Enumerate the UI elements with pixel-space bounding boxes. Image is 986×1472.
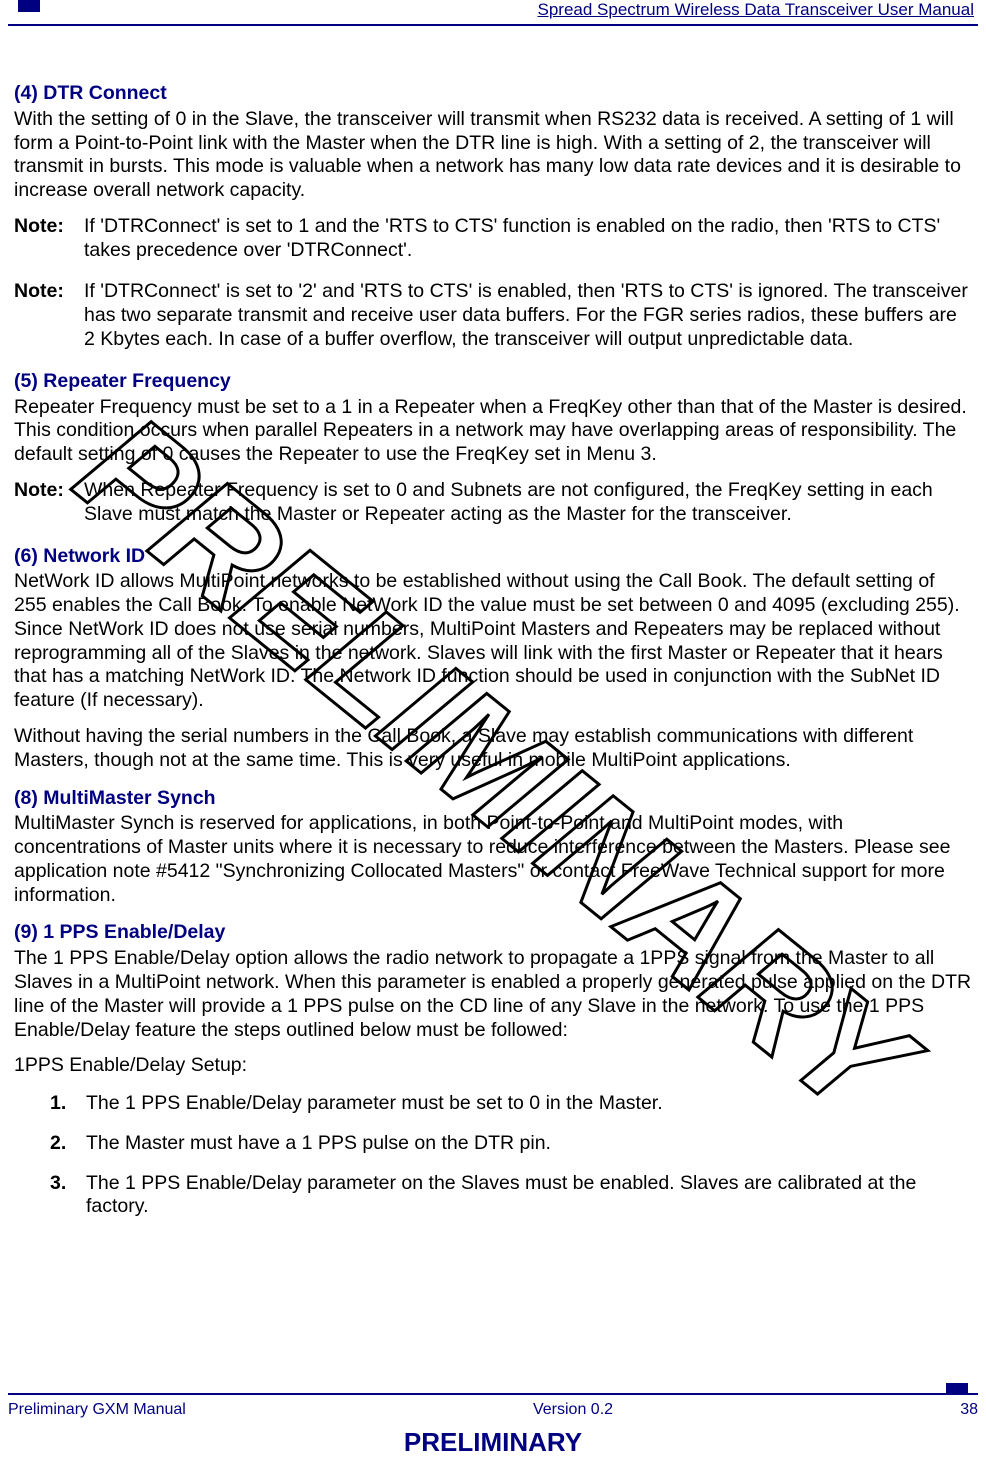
list-body: The Master must have a 1 PPS pulse on th… [86, 1132, 972, 1156]
page-footer: Preliminary GXM Manual Version 0.2 38 PR… [8, 1393, 978, 1458]
section-9-setup-line: 1PPS Enable/Delay Setup: [14, 1054, 972, 1078]
footer-center: Version 0.2 [533, 1401, 613, 1419]
section-9-steps-list: 1. The 1 PPS Enable/Delay parameter must… [50, 1092, 972, 1219]
footer-rule [8, 1393, 978, 1395]
section-5-note: Note: When Repeater Frequency is set to … [14, 479, 972, 527]
note-body: If 'DTRConnect' is set to 1 and the 'RTS… [84, 215, 972, 263]
header-rule [8, 24, 978, 26]
section-5-paragraph: Repeater Frequency must be set to a 1 in… [14, 396, 972, 467]
list-item: 3. The 1 PPS Enable/Delay parameter on t… [50, 1172, 972, 1220]
list-item: 2. The Master must have a 1 PPS pulse on… [50, 1132, 972, 1156]
page-header: Spread Spectrum Wireless Data Transceive… [8, 0, 978, 28]
section-8-heading: (8) MultiMaster Synch [14, 787, 972, 811]
footer-page-number: 38 [960, 1401, 978, 1419]
list-number: 2. [50, 1132, 86, 1156]
footer-row: Preliminary GXM Manual Version 0.2 38 [8, 1401, 978, 1419]
note-label: Note: [14, 215, 84, 263]
header-notch-decoration [18, 0, 40, 12]
section-9-paragraph: The 1 PPS Enable/Delay option allows the… [14, 947, 972, 1042]
section-4-heading: (4) DTR Connect [14, 82, 972, 106]
section-4-note-1: Note: If 'DTRConnect' is set to 1 and th… [14, 215, 972, 263]
list-body: The 1 PPS Enable/Delay parameter on the … [86, 1172, 972, 1220]
page: Spread Spectrum Wireless Data Transceive… [0, 0, 986, 1472]
footer-left: Preliminary GXM Manual [8, 1401, 186, 1419]
list-item: 1. The 1 PPS Enable/Delay parameter must… [50, 1092, 972, 1116]
section-9-heading: (9) 1 PPS Enable/Delay [14, 921, 972, 945]
note-body: If 'DTRConnect' is set to '2' and 'RTS t… [84, 280, 972, 351]
note-label: Note: [14, 479, 84, 527]
section-6-paragraph-2: Without having the serial numbers in the… [14, 725, 972, 773]
footer-preliminary: PRELIMINARY [8, 1427, 978, 1458]
note-label: Note: [14, 280, 84, 351]
list-number: 1. [50, 1092, 86, 1116]
list-body: The 1 PPS Enable/Delay parameter must be… [86, 1092, 972, 1116]
list-number: 3. [50, 1172, 86, 1220]
section-6-heading: (6) Network ID [14, 545, 972, 569]
section-8-paragraph: MultiMaster Synch is reserved for applic… [14, 812, 972, 907]
note-body: When Repeater Frequency is set to 0 and … [84, 479, 972, 527]
header-title: Spread Spectrum Wireless Data Transceive… [538, 0, 975, 20]
footer-notch-decoration [946, 1383, 968, 1395]
section-6-paragraph-1: NetWork ID allows MultiPoint networks to… [14, 570, 972, 713]
section-4-paragraph: With the setting of 0 in the Slave, the … [14, 108, 972, 203]
section-5-heading: (5) Repeater Frequency [14, 370, 972, 394]
page-body: (4) DTR Connect With the setting of 0 in… [8, 34, 978, 1219]
section-4-note-2: Note: If 'DTRConnect' is set to '2' and … [14, 280, 972, 351]
